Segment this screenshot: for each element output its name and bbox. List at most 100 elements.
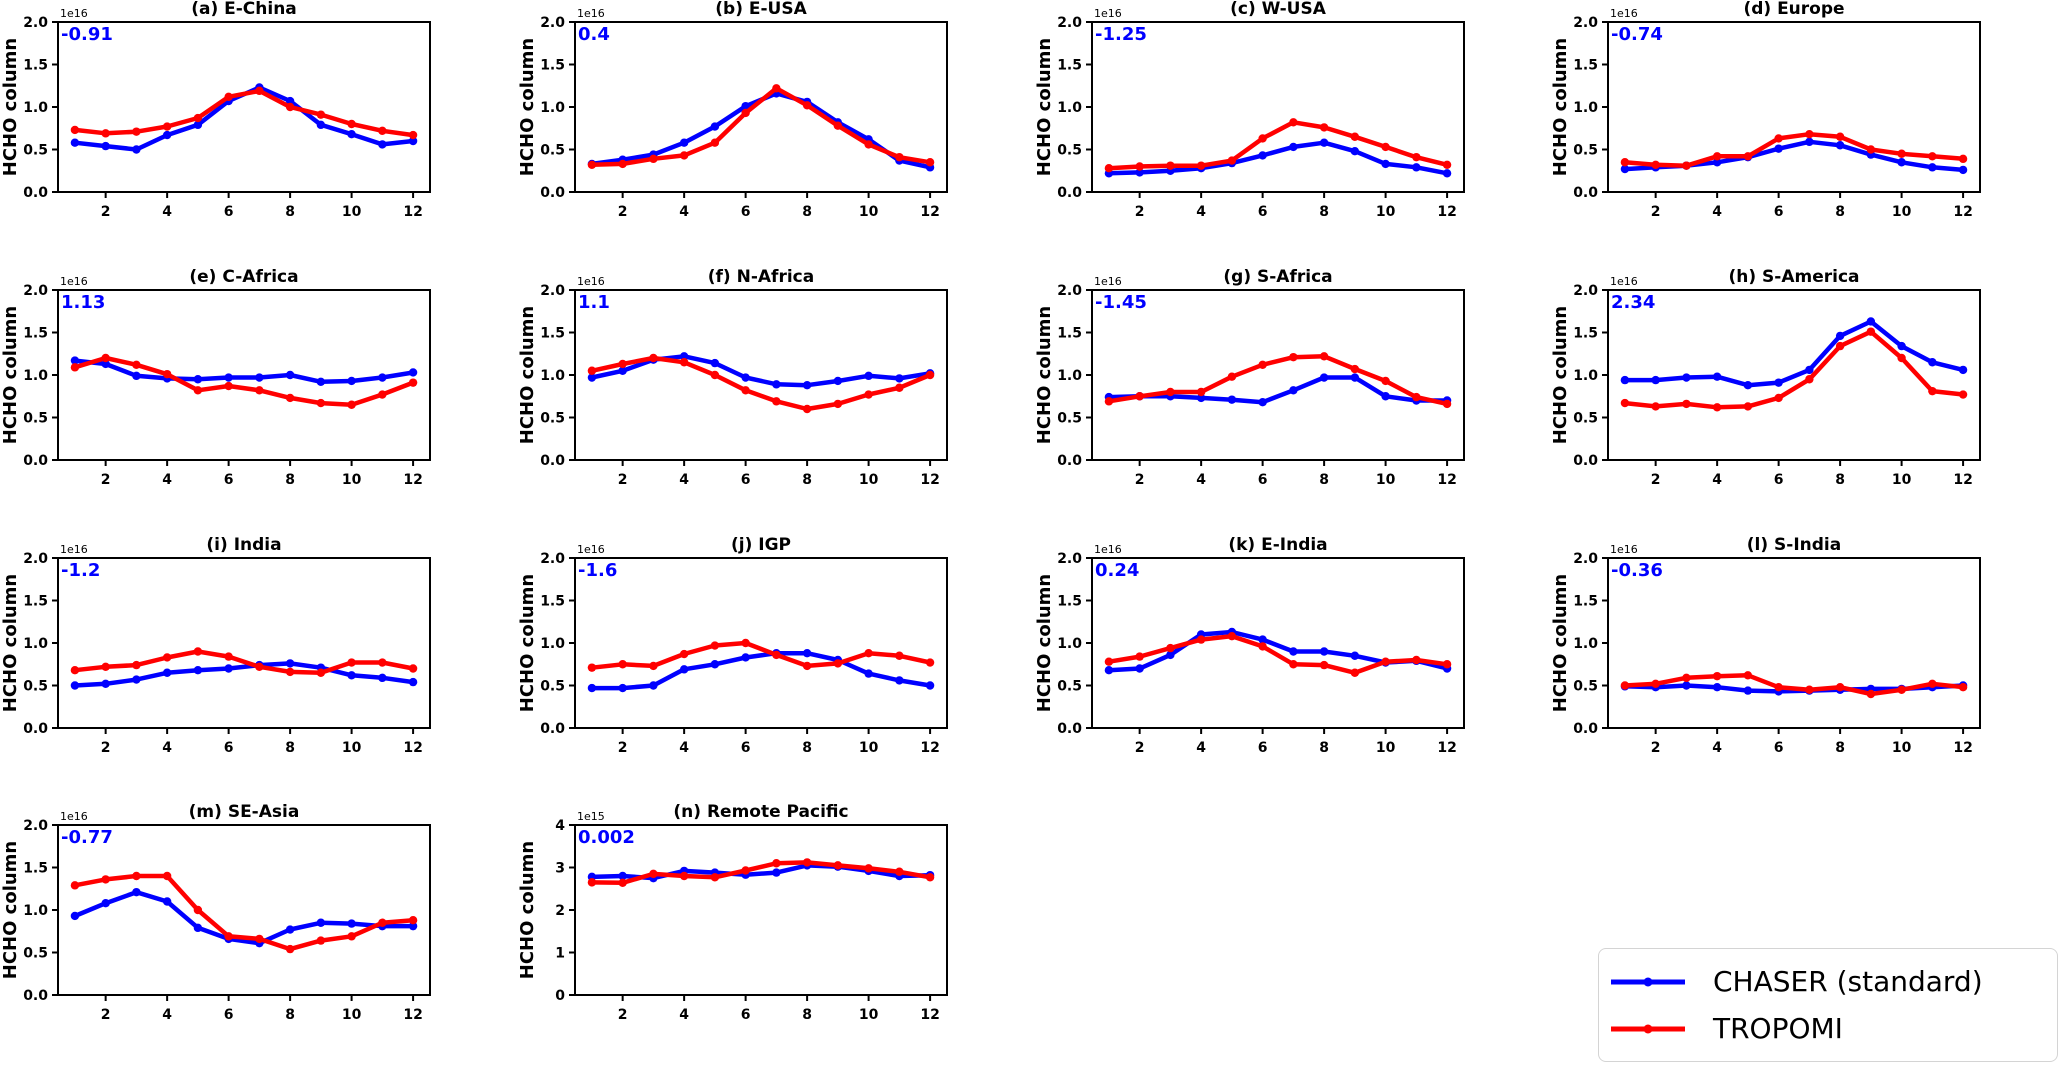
data-point: [193, 665, 203, 674]
plot-frame: [57, 21, 431, 193]
data-point: [285, 658, 295, 668]
data-point: [618, 872, 627, 881]
series-line-chaser: [589, 353, 933, 388]
panel-title: (l) S-India: [1747, 536, 1841, 555]
data-point: [224, 373, 233, 382]
data-point: [224, 651, 233, 661]
data-point: [193, 646, 203, 656]
axis-scale-label: 1e16: [1094, 543, 1122, 556]
data-point: [1651, 679, 1661, 688]
data-point: [679, 357, 689, 367]
data-point: [70, 881, 80, 890]
data-point: [1411, 152, 1421, 162]
data-point: [285, 945, 295, 954]
data-point: [1651, 375, 1661, 385]
data-point: [1713, 402, 1722, 412]
legend-item-tropomi: TROPOMI: [1609, 1012, 2047, 1045]
data-point: [771, 396, 781, 406]
x-tick-label: 4: [1196, 204, 1206, 220]
data-point: [1836, 682, 1845, 691]
data-point: [1165, 643, 1175, 652]
x-tick-label: 2: [1651, 740, 1661, 756]
data-point: [316, 377, 326, 386]
data-point: [347, 400, 356, 409]
data-point: [193, 374, 203, 384]
data-point: [1959, 165, 1968, 175]
data-point: [132, 660, 141, 669]
data-point: [1866, 689, 1876, 698]
data-point: [132, 888, 141, 897]
data-point: [1620, 680, 1630, 690]
data-point: [1928, 163, 1937, 172]
chart-panel-l: (l) S-India 1e16 HCHO column 0.0 0.5 1.0 1.5 2.…: [1550, 536, 2067, 804]
data-point: [1104, 396, 1113, 406]
bias-annotation: -0.91: [61, 24, 113, 45]
data-point: [864, 140, 873, 149]
axis-scale-label: 1e16: [60, 810, 88, 823]
y-tick-label: 1.0: [540, 636, 565, 652]
axis-scale-label: 1e16: [577, 7, 605, 20]
data-point: [1928, 679, 1937, 688]
bias-annotation: -0.74: [1611, 24, 1663, 45]
data-point: [224, 92, 233, 102]
x-tick-label: 6: [741, 204, 751, 220]
y-tick-label: 1.5: [540, 593, 565, 609]
data-point: [679, 872, 689, 881]
data-point: [802, 858, 812, 867]
data-point: [408, 677, 418, 686]
data-point: [741, 652, 750, 662]
data-point: [1196, 161, 1205, 170]
plot-frame: [1090, 288, 1465, 461]
x-tick-label: 4: [679, 472, 689, 488]
data-point: [679, 151, 689, 160]
x-tick-label: 4: [162, 204, 172, 220]
panel-title: (h) S-America: [1729, 268, 1860, 287]
x-tick-label: 6: [1257, 472, 1267, 488]
x-tick-label: 8: [1835, 472, 1845, 488]
data-point: [648, 869, 658, 879]
data-point: [1774, 393, 1784, 402]
series-line-tropomi: [1106, 120, 1449, 171]
data-point: [587, 683, 596, 692]
y-tick-label: 2.0: [23, 818, 48, 834]
data-point: [741, 866, 750, 875]
data-point: [1227, 631, 1236, 640]
x-tick-label: 2: [1134, 204, 1144, 220]
data-point: [408, 136, 418, 146]
data-point: [802, 661, 812, 670]
x-tick-label: 2: [618, 472, 628, 488]
x-tick-label: 12: [920, 740, 939, 756]
data-point: [316, 110, 326, 119]
data-point: [802, 101, 812, 110]
data-point: [587, 662, 596, 672]
panel-title: (i) India: [206, 536, 281, 555]
data-point: [347, 670, 356, 679]
data-point: [132, 145, 141, 154]
y-tick-label: 0.0: [1573, 721, 1598, 737]
data-point: [1743, 380, 1753, 390]
x-tick-label: 12: [403, 472, 422, 488]
chart-panel-n: (n) Remote Pacific 1e15 HCHO column 0 1 2 3 4 2 4…: [517, 803, 1034, 1071]
data-point: [618, 878, 627, 888]
x-tick-label: 8: [1319, 204, 1329, 220]
data-point: [408, 663, 418, 673]
data-point: [771, 84, 781, 93]
x-tick-label: 2: [618, 204, 628, 220]
legend: CHASER (standard) TROPOMI: [1598, 948, 2058, 1062]
chart-panel-c: (c) W-USA 1e16 HCHO column 0.0 0.5 1.0 1.5 2.0 2…: [1034, 0, 1551, 268]
data-point: [618, 659, 627, 668]
data-point: [833, 121, 842, 130]
data-point: [1836, 341, 1845, 351]
data-point: [408, 378, 418, 387]
y-tick-label: 2.0: [1057, 551, 1082, 567]
data-point: [679, 351, 689, 361]
data-point: [1257, 634, 1267, 644]
data-point: [1288, 118, 1298, 127]
bias-annotation: -0.36: [1611, 560, 1663, 581]
